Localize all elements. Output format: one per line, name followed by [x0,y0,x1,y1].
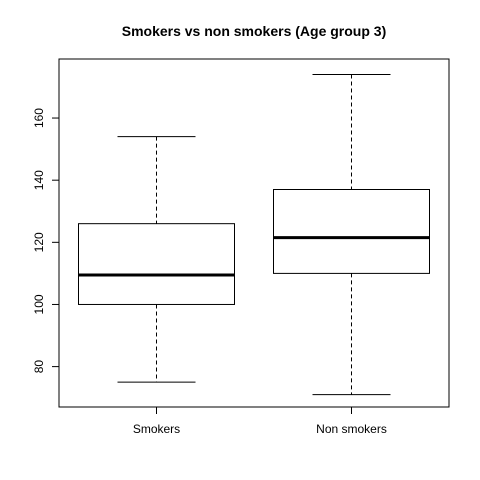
y-tick-label: 80 [32,360,46,374]
box-non-smokers [273,74,430,396]
y-tick-label: 120 [32,232,46,252]
iqr-box [78,223,235,305]
iqr-box [273,189,430,274]
x-tick-label: Smokers [133,422,180,436]
box-series [78,74,430,396]
chart-title: Smokers vs non smokers (Age group 3) [122,23,387,39]
y-tick-label: 160 [32,108,46,128]
y-tick-label: 140 [32,170,46,190]
x-axis: Smokers Non smokers [133,406,387,436]
x-tick-label: Non smokers [316,422,387,436]
y-tick-label: 100 [32,294,46,314]
y-axis: 80 100 120 140 160 [32,108,60,374]
box-smokers [78,136,235,383]
